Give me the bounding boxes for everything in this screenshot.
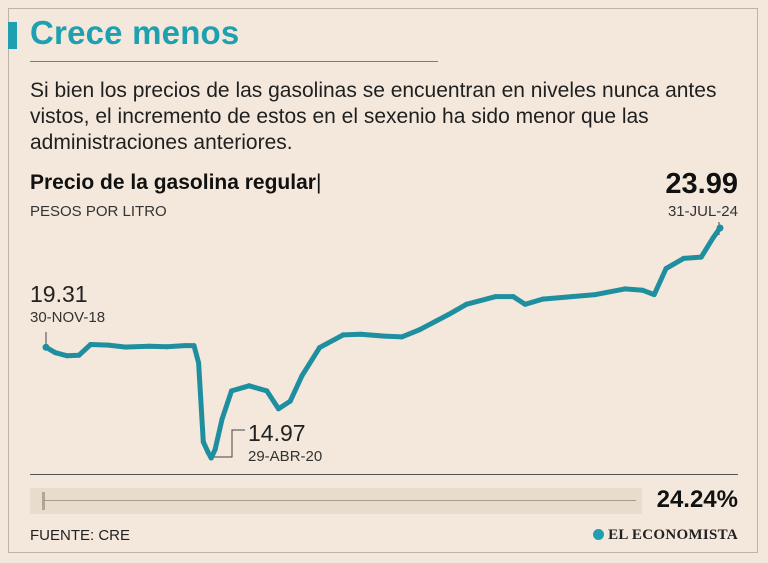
price-point bbox=[622, 286, 628, 292]
start-date-label: 30-NOV-18 bbox=[30, 309, 106, 326]
price-point bbox=[399, 334, 405, 340]
brand-logo: EL ECONOMISTA bbox=[593, 527, 738, 544]
chart-frame bbox=[8, 8, 758, 553]
price-point bbox=[317, 345, 323, 351]
brand-logo-icon bbox=[593, 529, 605, 540]
start-value-label: 19.31 bbox=[30, 281, 88, 307]
price-point bbox=[663, 266, 669, 272]
price-point bbox=[264, 388, 270, 394]
price-point bbox=[146, 343, 152, 349]
price-point bbox=[42, 343, 50, 351]
price-point bbox=[381, 333, 387, 339]
price-point bbox=[164, 344, 170, 350]
page-title: Crece menos bbox=[30, 14, 240, 51]
price-point bbox=[716, 224, 724, 232]
price-point bbox=[64, 353, 70, 359]
price-point bbox=[416, 327, 422, 333]
change-bar bbox=[30, 488, 642, 514]
price-point bbox=[569, 294, 575, 300]
price-point bbox=[76, 352, 82, 358]
price-point bbox=[52, 350, 58, 356]
min-leader-line bbox=[214, 429, 245, 458]
price-point bbox=[200, 439, 206, 445]
price-point bbox=[299, 373, 305, 379]
last-date-label: 31-JUL-24 bbox=[667, 203, 738, 220]
price-point bbox=[340, 332, 346, 338]
unit-label: PESOS POR LITRO bbox=[30, 203, 167, 220]
title-accent-bar bbox=[8, 22, 17, 49]
chart-title-cursor: | bbox=[315, 171, 322, 194]
title-divider bbox=[30, 61, 438, 62]
change-bar-fill bbox=[44, 500, 636, 501]
price-point bbox=[446, 311, 452, 317]
chart-title: Precio de la gasolina regular| bbox=[30, 171, 321, 195]
min-date-label: 29-ABR-20 bbox=[248, 448, 323, 465]
price-point bbox=[219, 416, 225, 422]
last-value-label: 23.99 bbox=[665, 168, 738, 200]
bottom-divider bbox=[30, 474, 738, 475]
price-point bbox=[246, 383, 252, 389]
change-bar-cap bbox=[42, 492, 45, 510]
price-point bbox=[540, 296, 546, 302]
price-point bbox=[205, 449, 211, 455]
brand-name: EL ECONOMISTA bbox=[608, 527, 738, 543]
price-point bbox=[681, 255, 687, 261]
price-point bbox=[287, 398, 293, 404]
source-label: FUENTE: CRE bbox=[30, 527, 131, 544]
price-series-line bbox=[43, 225, 723, 461]
price-point bbox=[493, 294, 499, 300]
change-value-label: 24.24% bbox=[656, 486, 738, 513]
price-point bbox=[191, 343, 197, 349]
price-point bbox=[593, 292, 598, 298]
price-point bbox=[229, 388, 234, 394]
price-point bbox=[123, 344, 129, 350]
price-point bbox=[212, 447, 218, 453]
price-point bbox=[88, 342, 94, 347]
price-point bbox=[105, 342, 111, 348]
page-subtitle: Si bien los precios de las gasolinas se … bbox=[30, 79, 717, 154]
min-value-label: 14.97 bbox=[248, 420, 306, 446]
price-point bbox=[710, 235, 716, 241]
series-layer bbox=[42, 224, 724, 461]
price-point bbox=[463, 301, 469, 307]
price-point bbox=[698, 254, 704, 260]
price-point bbox=[196, 360, 202, 366]
price-point bbox=[276, 406, 281, 412]
price-point bbox=[208, 455, 214, 461]
price-point bbox=[358, 331, 364, 337]
price-point bbox=[510, 294, 516, 300]
price-point bbox=[640, 287, 645, 293]
price-point bbox=[522, 301, 528, 307]
price-point bbox=[182, 343, 188, 349]
price-point bbox=[651, 292, 657, 298]
chart-title-text: Precio de la gasolina regular bbox=[30, 171, 316, 194]
